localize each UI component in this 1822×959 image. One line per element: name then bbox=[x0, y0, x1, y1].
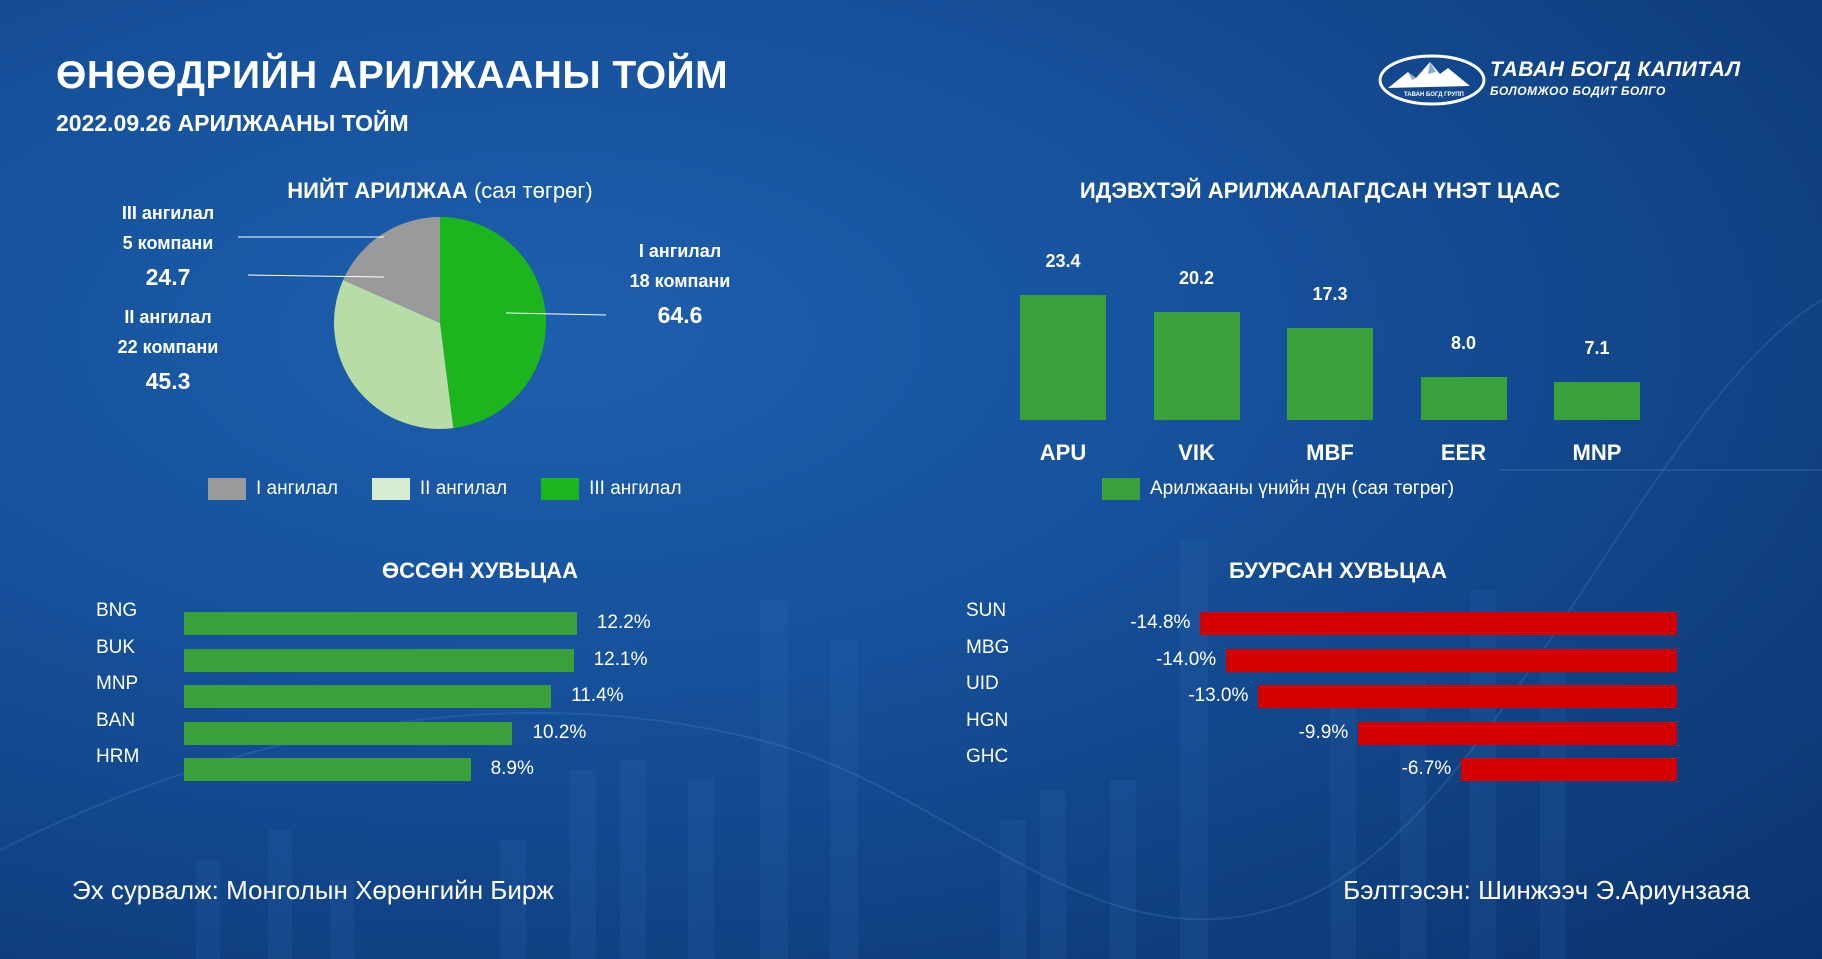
pie-label-class-3-companies: 5 компани bbox=[122, 233, 214, 253]
pie-leader-line bbox=[247, 274, 385, 278]
loser-bar-hgn bbox=[1358, 721, 1677, 745]
loser-ticker: UID bbox=[966, 673, 999, 694]
company-logo: ТАВАН БОГД ГРУПП ТАВАН БОГД КАПИТАЛ БОЛО… bbox=[1378, 52, 1741, 112]
legend-label: II ангилал bbox=[419, 478, 508, 499]
bar-value-label: 7.1 bbox=[1584, 338, 1610, 359]
loser-value-label: -14.0% bbox=[1155, 648, 1217, 670]
loser-value-label: -6.7% bbox=[1401, 758, 1452, 779]
pie-slice-class-1 bbox=[440, 217, 547, 429]
page-subtitle: 2022.09.26 АРИЛЖААНЫ ТОЙМ bbox=[56, 110, 409, 136]
pie-label-class-1-name: I ангилал bbox=[638, 241, 722, 261]
loser-bar-uid bbox=[1258, 685, 1677, 708]
loser-bar-sun bbox=[1200, 612, 1677, 635]
pie-slice-class-3 bbox=[343, 217, 440, 323]
author-text: Бэлтгэсэн: Шинжээч Э.Ариунзаяа bbox=[1343, 875, 1750, 905]
legend-swatch-green bbox=[1102, 478, 1140, 500]
legend-swatch-gray bbox=[208, 478, 246, 500]
loser-ticker: SUN bbox=[966, 600, 1007, 621]
loser-bar-ghc bbox=[1461, 758, 1677, 781]
gainer-value-label: 8.9% bbox=[490, 758, 534, 779]
gainer-bar-bng bbox=[184, 612, 577, 635]
gainers-title: ӨССӨН ХУВЬЦАА bbox=[382, 558, 578, 583]
gainer-value-label: 12.2% bbox=[596, 612, 651, 633]
bar-chart-title: ИДЭВХТЭЙ АРИЛЖААЛАГДСАН ҮНЭТ ЦААС bbox=[1079, 178, 1561, 203]
bar-category-label: VIK bbox=[1178, 440, 1215, 465]
bar-chart: 23.4 APU 20.2 VIK 17.3 MBF 8.0 EER 7.1 MNP bbox=[990, 240, 1690, 470]
bar-mnp bbox=[1554, 382, 1640, 420]
bar-category-label: APU bbox=[1039, 440, 1087, 465]
pie-label-class-3-value: 24.7 bbox=[145, 264, 191, 290]
source-text: Эх сурвалж: Монголын Хөрөнгийн Бирж bbox=[72, 875, 554, 905]
legend-label: III ангилал bbox=[589, 478, 682, 499]
losers-title: БУУРСАН ХУВЬЦАА bbox=[1229, 558, 1447, 583]
loser-ticker: GHC bbox=[966, 746, 1009, 767]
gainers-chart: BNG 12.2% BUK 12.1% MNP 11.4% BAN 10.2% HRM 8.9% bbox=[90, 600, 690, 790]
gainer-bar-buk bbox=[184, 648, 574, 672]
pie-title-bold: НИЙТ АРИЛЖАА bbox=[287, 178, 468, 203]
pie-label-class-1-value: 64.6 bbox=[657, 302, 703, 328]
pie-label-class-3: III ангилал 5 компани 24.7 bbox=[88, 198, 248, 292]
logo-name: ТАВАН БОГД КАПИТАЛ bbox=[1490, 58, 1741, 81]
gainer-ticker: BAN bbox=[96, 709, 136, 731]
pie-legend: I ангилал II ангилал III ангилал bbox=[208, 478, 716, 500]
gainer-value-label: 12.1% bbox=[593, 648, 648, 670]
pie-label-class-2: II ангилал 22 компани 45.3 bbox=[88, 302, 248, 396]
bar-eer bbox=[1420, 377, 1507, 420]
legend-label: I ангилал bbox=[256, 478, 338, 499]
gainer-value-label: 11.4% bbox=[571, 685, 624, 706]
pie-chart-title: НИЙТ АРИЛЖАА (сая төгрөг) bbox=[240, 178, 640, 204]
gainer-bar-ban bbox=[184, 721, 513, 745]
bar-value-label: 23.4 bbox=[1045, 251, 1081, 271]
bar-value-label: 17.3 bbox=[1312, 283, 1348, 304]
emblem-text: ТАВАН БОГД ГРУПП bbox=[1404, 92, 1464, 98]
loser-value-label: -13.0% bbox=[1188, 685, 1249, 706]
pie-slice-class-2 bbox=[334, 279, 454, 430]
pie-label-class-1-companies: 18 компани bbox=[629, 271, 731, 291]
pie-label-class-2-value: 45.3 bbox=[145, 368, 191, 394]
page-title: ӨНӨӨДРИЙН АРИЛЖААНЫ ТОЙМ bbox=[56, 54, 729, 97]
gainer-ticker: BUK bbox=[96, 636, 136, 658]
bar-category-label: MBF bbox=[1306, 440, 1354, 465]
loser-value-label: -14.8% bbox=[1130, 612, 1191, 633]
gainer-ticker: HRM bbox=[96, 746, 140, 767]
mountain-emblem-icon bbox=[1378, 54, 1486, 106]
pie-label-class-3-name: III ангилал bbox=[121, 203, 215, 223]
loser-ticker: HGN bbox=[966, 709, 1009, 731]
logo-tagline: БОЛОМЖОО БОДИТ БОЛГО bbox=[1490, 84, 1666, 98]
pie-label-class-2-companies: 22 компани bbox=[117, 337, 219, 357]
legend-swatch-green bbox=[541, 478, 580, 500]
gainer-bar-mnp bbox=[184, 685, 552, 708]
gainer-ticker: MNP bbox=[96, 673, 139, 694]
legend-item-class-3: III ангилал bbox=[541, 478, 682, 500]
gainer-value-label: 10.2% bbox=[532, 721, 587, 743]
pie-chart bbox=[238, 217, 607, 430]
legend-item-class-2: II ангилал bbox=[371, 478, 508, 500]
loser-ticker: MBG bbox=[966, 636, 1010, 658]
pie-title-unit: (сая төгрөг) bbox=[473, 178, 593, 203]
gainer-ticker: BNG bbox=[96, 600, 138, 621]
gainer-bar-hrm bbox=[184, 758, 471, 781]
pie-label-class-1: I ангилал 18 компани 64.6 bbox=[590, 236, 770, 330]
bar-category-label: EER bbox=[1440, 440, 1487, 465]
bar-chart-legend: Арилжааны үнийн дүн (сая төгрөг) bbox=[1102, 478, 1454, 500]
legend-swatch-light-green bbox=[371, 478, 410, 500]
bar-value-label: 8.0 bbox=[1450, 333, 1477, 354]
pie-leader-line bbox=[505, 312, 607, 316]
bar-category-label: MNP bbox=[1572, 440, 1622, 465]
bar-apu bbox=[1020, 295, 1106, 420]
loser-value-label: -9.9% bbox=[1298, 721, 1349, 743]
losers-chart: SUN -14.8% MBG -14.0% UID -13.0% HGN -9.9% GHC -6… bbox=[960, 600, 1680, 790]
bar-mbf bbox=[1287, 327, 1373, 420]
loser-bar-mbg bbox=[1226, 648, 1677, 672]
bar-value-label: 20.2 bbox=[1178, 268, 1215, 289]
pie-label-class-2-name: II ангилал bbox=[124, 307, 212, 327]
bar-legend-label: Арилжааны үнийн дүн (сая төгрөг) bbox=[1150, 478, 1455, 499]
legend-item-class-1: I ангилал bbox=[208, 478, 338, 500]
bar-vik bbox=[1153, 312, 1240, 420]
